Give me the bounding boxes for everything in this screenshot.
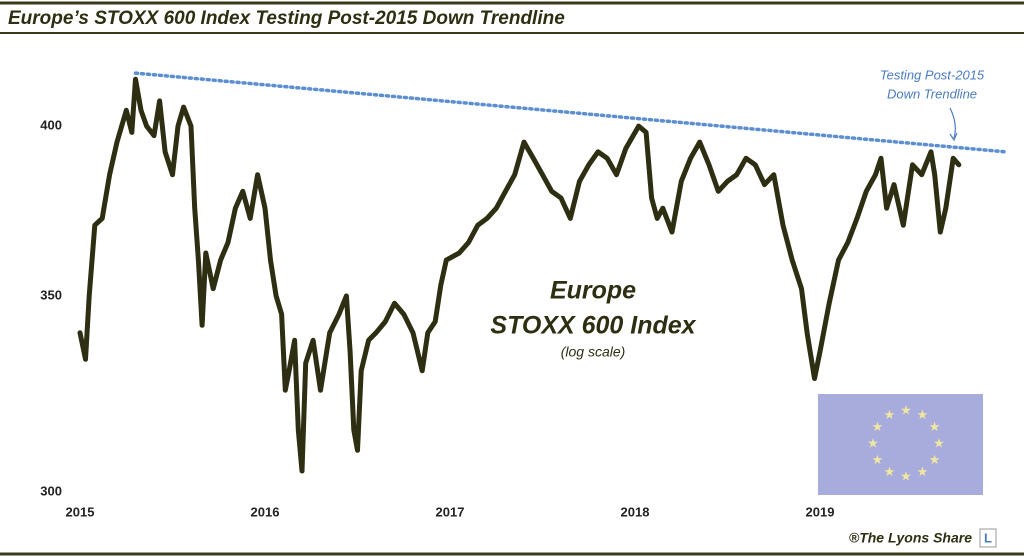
annotation: Down Trendline xyxy=(887,86,977,101)
flag-stars: ★ ★★★★★★★★★★★ xyxy=(867,402,945,483)
flag-star: ★ xyxy=(933,435,945,450)
flag-star: ★ xyxy=(917,464,929,479)
flag-star: ★ xyxy=(872,419,884,434)
annotation: Testing Post-2015 xyxy=(880,67,985,82)
x-tick-label: 2018 xyxy=(621,504,650,519)
x-tick-label: 2017 xyxy=(436,504,465,519)
label-scale: (log scale) xyxy=(561,344,626,360)
logo: L xyxy=(984,530,992,545)
flag-star: ★ xyxy=(917,407,929,422)
flag-star: ★ xyxy=(900,468,912,483)
y-tick-label: 400 xyxy=(40,117,62,132)
x-tick-label: 2015 xyxy=(66,504,95,519)
flag-star: ★ xyxy=(884,407,896,422)
x-tick-label: 2016 xyxy=(251,504,280,519)
y-tick-label: 300 xyxy=(40,483,62,498)
label-sub: STOXX 600 Index xyxy=(490,312,696,340)
label-main: Europe xyxy=(550,277,636,305)
y-tick-label: 350 xyxy=(40,287,62,302)
flag-field xyxy=(818,394,983,495)
chart-title: Europe’s STOXX 600 Index Testing Post-20… xyxy=(8,8,565,29)
flag: ★ ★★★★★★★★★★★ xyxy=(818,394,983,495)
series-line xyxy=(77,76,962,474)
x-tick-label: 2019 xyxy=(806,504,835,519)
flag-star: ★ xyxy=(867,435,879,450)
watermark: ®The Lyons Share xyxy=(849,530,972,546)
flag-star: ★ xyxy=(929,419,941,434)
logo-box xyxy=(979,528,997,548)
flag-star: ★ xyxy=(884,464,896,479)
annotation-arrow xyxy=(949,107,956,139)
annotation-arrowhead xyxy=(949,132,958,142)
trendline xyxy=(133,71,1007,154)
flag-star: ★ xyxy=(872,452,884,467)
flag-star: ★ xyxy=(929,452,941,467)
flag-star: ★ xyxy=(900,402,912,417)
